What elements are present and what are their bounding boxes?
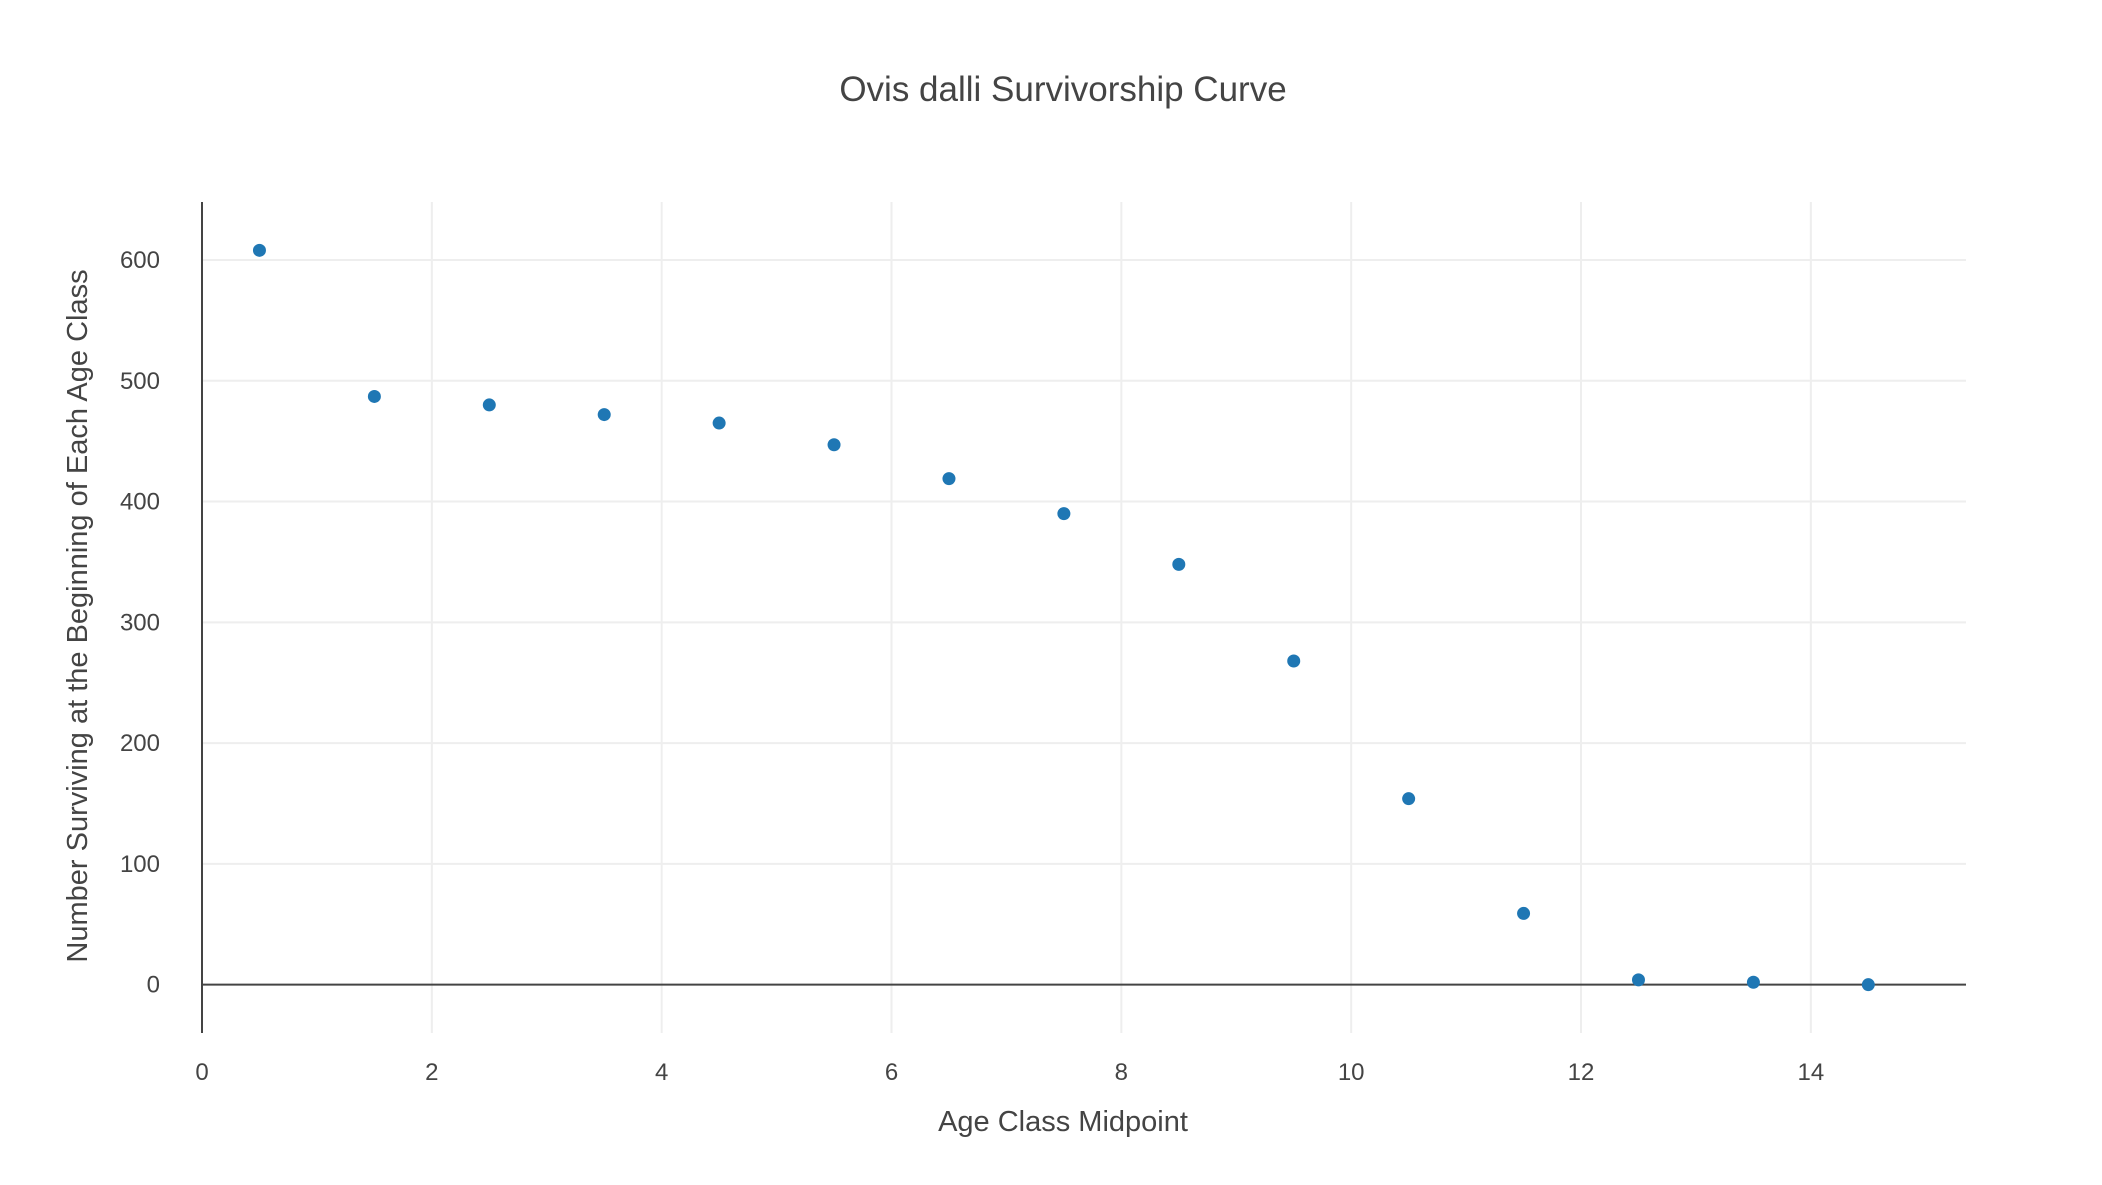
x-tick-label: 12: [1568, 1059, 1595, 1086]
x-tick-label: 10: [1338, 1059, 1365, 1086]
data-point[interactable]: [1631, 973, 1645, 987]
x-tick-label: 14: [1798, 1059, 1825, 1086]
data-point[interactable]: [1402, 792, 1416, 806]
x-tick-label: 4: [655, 1059, 668, 1086]
x-tick-label: 2: [425, 1059, 438, 1086]
axis-layer: [201, 202, 1966, 1033]
data-point[interactable]: [712, 416, 726, 430]
y-tick-labels: 0 100 200 300 400 500 600: [120, 247, 160, 999]
y-tick-label: 400: [120, 489, 160, 516]
data-point[interactable]: [1517, 906, 1531, 920]
data-points: [252, 243, 1875, 992]
data-point[interactable]: [597, 408, 611, 422]
data-point[interactable]: [1287, 654, 1301, 668]
data-point[interactable]: [482, 398, 496, 412]
data-point[interactable]: [1172, 557, 1186, 571]
y-tick-label: 100: [120, 851, 160, 878]
data-point[interactable]: [827, 438, 841, 452]
x-axis-title: Age Class Midpoint: [938, 1106, 1188, 1138]
y-tick-label: 0: [147, 972, 160, 999]
data-point[interactable]: [367, 389, 381, 403]
y-axis-title: Number Surviving at the Beginning of Eac…: [62, 269, 94, 962]
data-point[interactable]: [942, 472, 956, 486]
data-point[interactable]: [1057, 507, 1071, 521]
x-tick-label: 6: [885, 1059, 898, 1086]
data-point[interactable]: [252, 243, 266, 257]
x-tick-label: 0: [195, 1059, 208, 1086]
y-tick-label: 200: [120, 730, 160, 757]
y-tick-label: 500: [120, 368, 160, 395]
grid-layer: [202, 202, 1966, 1033]
x-tick-label: 8: [1115, 1059, 1128, 1086]
y-tick-label: 600: [120, 247, 160, 274]
data-point[interactable]: [1861, 978, 1875, 992]
y-tick-label: 300: [120, 609, 160, 636]
data-point[interactable]: [1746, 975, 1760, 989]
x-tick-labels: 0 2 4 6 8 10 12 14: [195, 1059, 1824, 1086]
chart-title: Ovis dalli Survivorship Curve: [839, 70, 1286, 109]
